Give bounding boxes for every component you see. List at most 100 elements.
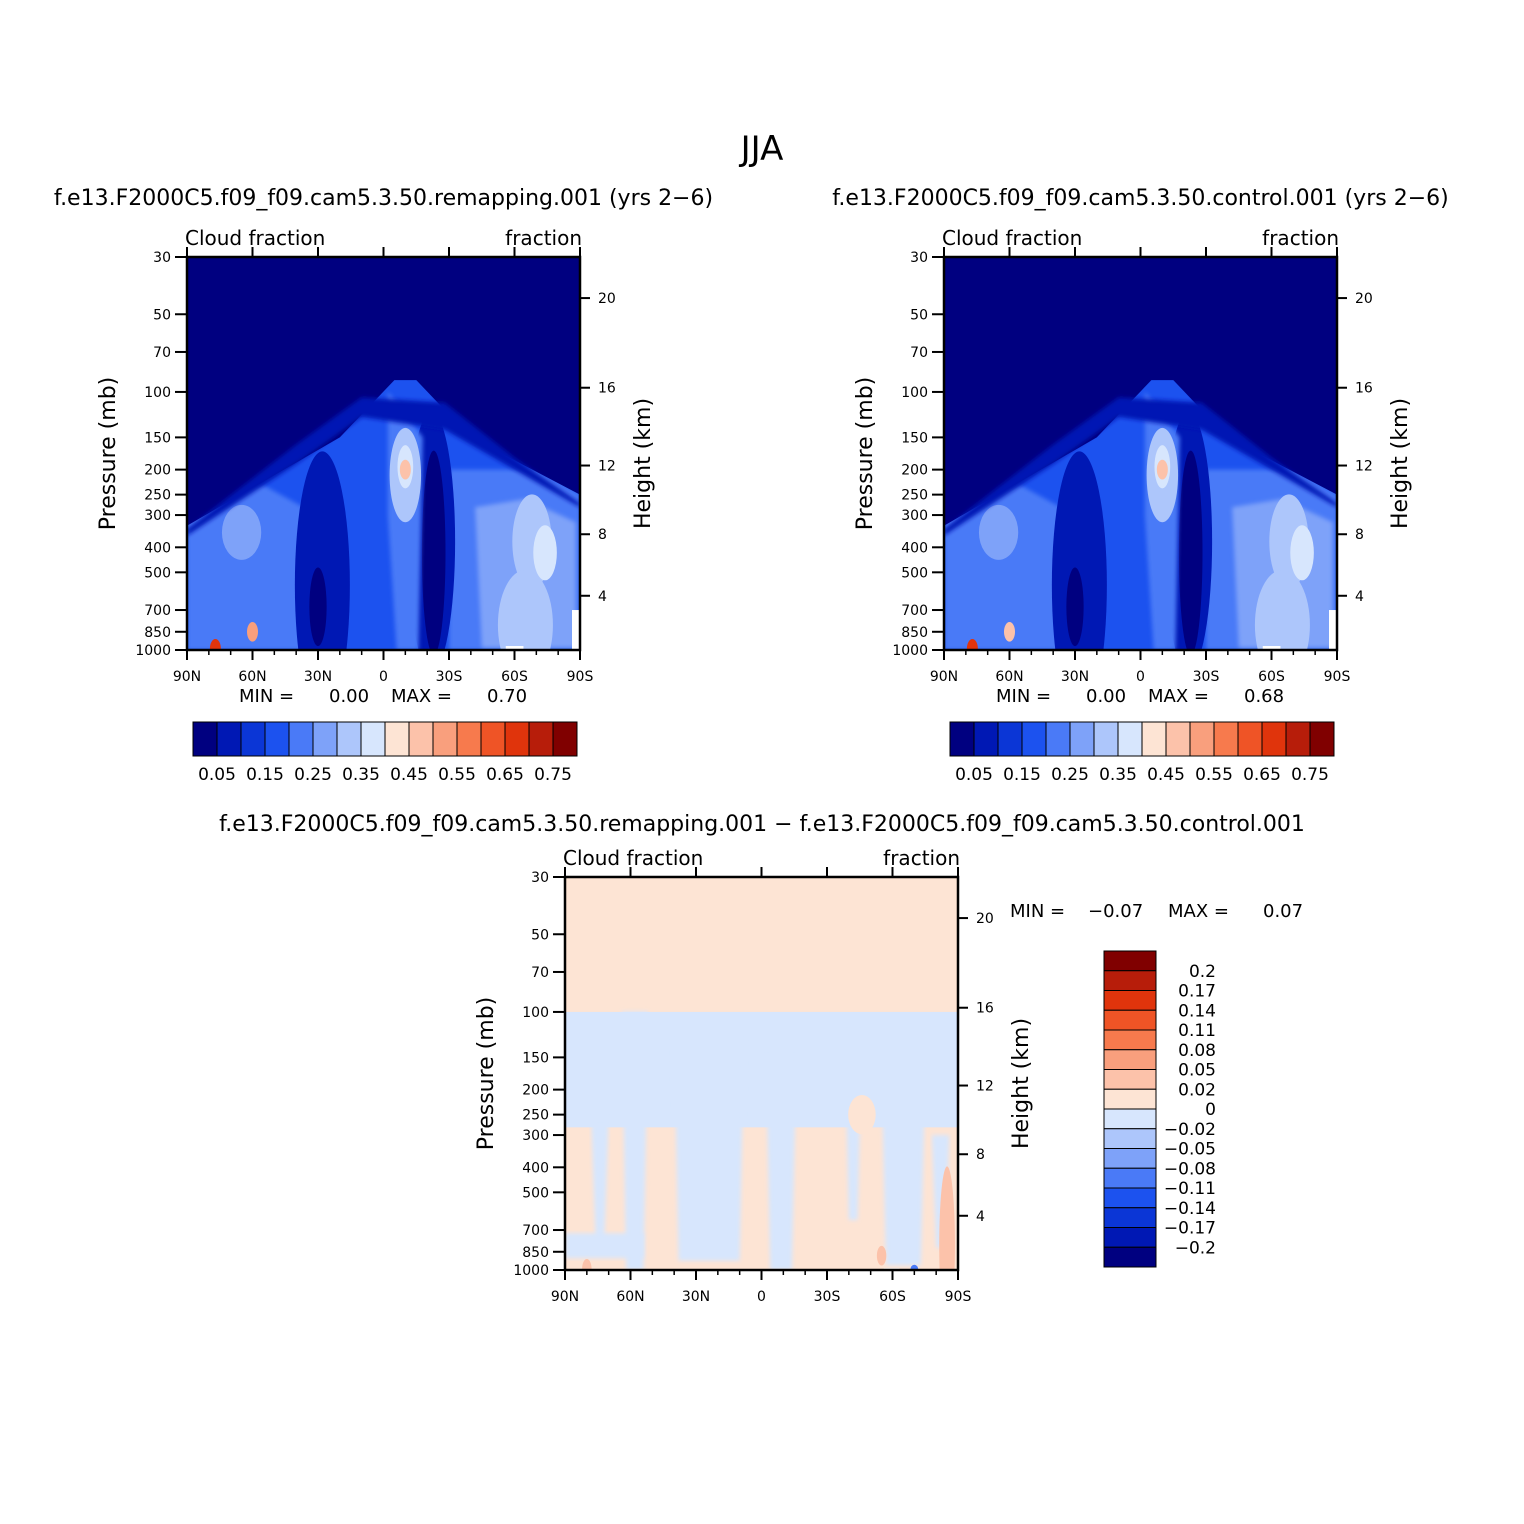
colorbar-label: 0.35 xyxy=(342,765,380,785)
sh-subtropical-core xyxy=(1178,450,1203,650)
colorbar-label: 0.15 xyxy=(1003,765,1041,785)
colorbar-swatch xyxy=(384,721,410,757)
x-tick-label: 90S xyxy=(1324,669,1351,685)
negative-band xyxy=(674,1041,744,1261)
colorbar-label: −0.08 xyxy=(1164,1159,1216,1179)
colorbar-label: 0.45 xyxy=(390,765,428,785)
y-axis-label: Pressure (mb) xyxy=(474,997,499,1151)
y-tick-label: 700 xyxy=(901,603,928,619)
min-label: MIN = xyxy=(996,686,1051,707)
colorbar-swatch xyxy=(240,721,266,757)
contour-field xyxy=(565,877,958,1270)
y-tick-label: 50 xyxy=(910,307,928,323)
colorbar-swatch xyxy=(1117,721,1143,757)
sh-upper-cloud-core xyxy=(1290,525,1314,581)
colorbar-swatch xyxy=(1103,1246,1157,1268)
max-value: 0.68 xyxy=(1244,686,1284,707)
colorbar-swatch xyxy=(288,721,314,757)
colorbar-swatch xyxy=(1093,721,1119,757)
contour-field xyxy=(187,257,580,650)
colorbar-swatch xyxy=(1285,721,1311,757)
colorbar-label: 0.35 xyxy=(1099,765,1137,785)
colorbar-swatch xyxy=(1165,721,1191,757)
colorbar-label: −0.2 xyxy=(1175,1238,1216,1258)
nh-subtropical-core xyxy=(1066,567,1084,647)
nh-upper-cloud xyxy=(221,504,262,560)
y2-tick-label: 20 xyxy=(976,911,994,927)
nh-cloud-band xyxy=(944,485,1075,650)
y-tick-label: 100 xyxy=(144,385,171,401)
colorbar-label: 0.17 xyxy=(1178,982,1216,1002)
y2-tick-label: 12 xyxy=(976,1079,994,1095)
colorbar-label: 0.55 xyxy=(438,765,476,785)
colorbar-swatch xyxy=(1103,1128,1157,1149)
x-tick-label: 60S xyxy=(879,1289,906,1305)
colorbar-label: 0.25 xyxy=(1051,765,1089,785)
max-value: 0.07 xyxy=(1263,901,1303,922)
colorbar-swatch xyxy=(1103,970,1157,991)
y-tick-label: 1000 xyxy=(513,1263,549,1279)
y-tick-label: 200 xyxy=(901,463,928,479)
y-tick-label: 400 xyxy=(522,1160,549,1176)
right-corner-label: fraction xyxy=(883,846,960,870)
x-tick-label: 90S xyxy=(567,669,594,685)
colorbar-label: 0.65 xyxy=(1243,765,1281,785)
y2-tick-label: 20 xyxy=(598,291,616,307)
min-value: 0.00 xyxy=(329,686,369,707)
x-tick-label: 90N xyxy=(173,669,201,685)
colorbar-swatch xyxy=(408,721,434,757)
y-tick-label: 700 xyxy=(522,1223,549,1239)
colorbar-label: 0.2 xyxy=(1189,962,1216,982)
y2-axis-label: Height (km) xyxy=(1388,398,1413,529)
colorbar-swatch xyxy=(432,721,458,757)
left-corner-label: Cloud fraction xyxy=(942,226,1082,250)
y-tick-label: 300 xyxy=(144,508,171,524)
y-tick-label: 300 xyxy=(901,508,928,524)
colorbar-swatch xyxy=(528,721,554,757)
x-tick-label: 60S xyxy=(1258,669,1285,685)
x-tick-label: 30S xyxy=(436,669,463,685)
colorbar-label: 0.65 xyxy=(486,765,524,785)
colorbar-swatch xyxy=(1103,1088,1157,1110)
negative-band xyxy=(765,1057,797,1270)
x-tick-label: 30N xyxy=(682,1289,710,1305)
y-tick-label: 850 xyxy=(522,1245,549,1261)
colorbar: 0.05 0.15 0.25 0.35 0.45 0.55 0.65 0.75 xyxy=(949,721,1335,785)
y-tick-label: 70 xyxy=(153,345,171,361)
colorbar-swatch xyxy=(1213,721,1239,757)
colorbar-swatch xyxy=(949,721,975,757)
colorbar-swatch xyxy=(1103,1167,1157,1189)
colorbar-swatch xyxy=(504,721,530,757)
max-label: MAX = xyxy=(1148,686,1209,707)
nh-upper-cloud xyxy=(978,504,1019,560)
colorbar-swatch xyxy=(1103,1227,1157,1248)
colorbar-swatch xyxy=(360,721,386,757)
nh-subtropical-dry xyxy=(294,451,350,650)
y-tick-label: 50 xyxy=(153,307,171,323)
panel-control: f.e13.F2000C5.f09_f09.cam5.3.50.control.… xyxy=(832,186,1448,785)
sh-positive-patch xyxy=(848,1094,876,1135)
y-axis-label: Pressure (mb) xyxy=(853,377,878,531)
figure-title: JJA xyxy=(739,129,784,169)
sh-subtropical-core xyxy=(421,450,446,650)
pole-surface xyxy=(1329,610,1337,650)
y-tick-label: 850 xyxy=(144,625,171,641)
y-tick-label: 50 xyxy=(531,927,549,943)
x-tick-label: 0 xyxy=(757,1289,766,1305)
colorbar-swatch xyxy=(264,721,290,757)
contour-field xyxy=(944,257,1337,650)
colorbar-swatch xyxy=(1309,721,1335,757)
y-tick-label: 700 xyxy=(144,603,171,619)
colorbar-label: 0.08 xyxy=(1178,1041,1216,1061)
sh-upper-cloud-core xyxy=(533,525,557,581)
colorbar-swatch xyxy=(336,721,362,757)
colorbar-label: −0.17 xyxy=(1164,1219,1216,1239)
colorbar-label: 0.05 xyxy=(955,765,993,785)
x-tick-label: 30N xyxy=(1061,669,1089,685)
max-label: MAX = xyxy=(1168,901,1229,922)
nh-cloud-band xyxy=(187,485,318,650)
min-value: 0.00 xyxy=(1086,686,1126,707)
colorbar-label: −0.14 xyxy=(1164,1199,1216,1219)
min-label: MIN = xyxy=(1010,901,1065,922)
